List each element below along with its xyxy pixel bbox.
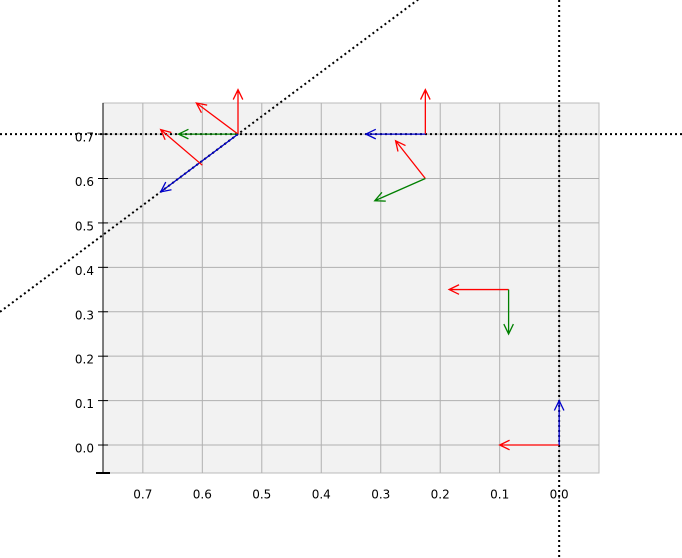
arrow [364,128,426,140]
plot-area [102,102,600,474]
arrow [232,88,244,135]
arrow [553,399,565,446]
x-tick-label: 0.2 [431,488,450,502]
y-tick-label: 0.2 [75,353,94,367]
reference-line [0,0,420,313]
y-tick-label: 0.4 [75,264,94,278]
y-tick-label: 0.3 [75,308,94,322]
arrow [373,177,426,202]
arrow [419,88,431,135]
arrow [503,289,514,336]
x-tick-label: 0.5 [252,488,271,502]
arrow [447,284,509,295]
x-tick-label: 0.3 [371,488,390,502]
arrow [498,439,560,451]
arrow [195,102,239,135]
x-tick-label: 0.4 [312,488,331,502]
arrow [159,128,203,166]
y-tick-label: 0.5 [75,219,94,233]
arrow [177,128,239,140]
y-tick-label: 0.7 [75,131,94,145]
arrow [394,139,426,179]
y-tick-label: 0.6 [75,175,94,189]
x-tick-label: 0.1 [490,488,509,502]
y-tick-label: 0.1 [75,397,94,411]
y-tick-label: 0.0 [75,442,94,456]
x-tick-label: 0.6 [193,488,212,502]
x-tick-label: 0.0 [550,488,569,502]
x-tick-label: 0.7 [133,488,152,502]
